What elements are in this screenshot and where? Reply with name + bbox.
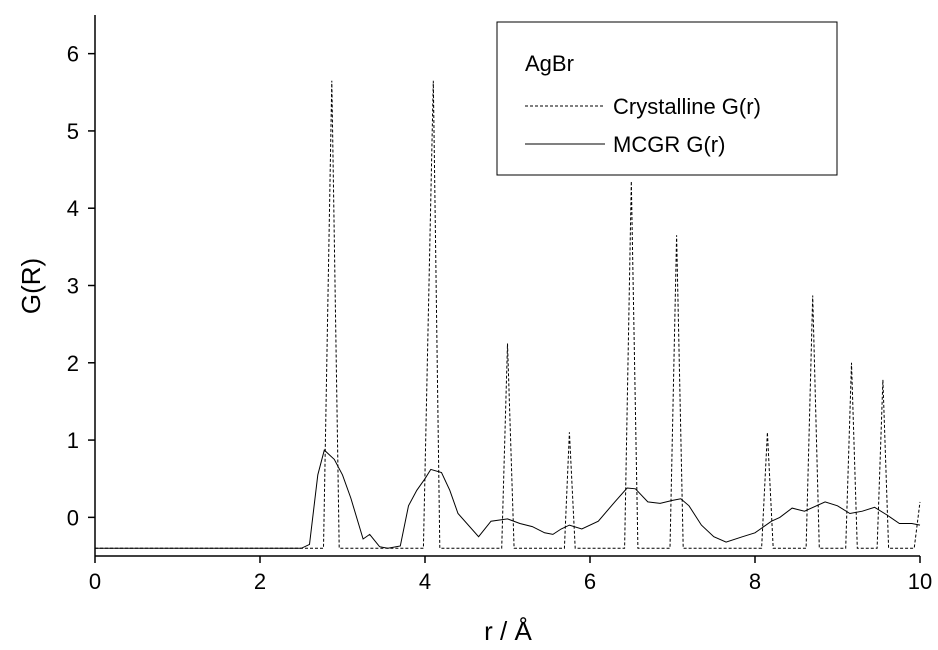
x-tick-label: 2 bbox=[254, 569, 266, 594]
y-tick-label: 6 bbox=[67, 42, 79, 67]
x-tick-label: 0 bbox=[89, 569, 101, 594]
y-tick-label: 4 bbox=[67, 196, 79, 221]
legend-title: AgBr bbox=[525, 51, 574, 76]
series-line bbox=[95, 449, 921, 549]
y-axis-label: G(R) bbox=[16, 258, 46, 314]
x-tick-label: 6 bbox=[584, 569, 596, 594]
y-tick-label: 5 bbox=[67, 119, 79, 144]
y-tick-label: 2 bbox=[67, 351, 79, 376]
legend-label: Crystalline G(r) bbox=[613, 94, 761, 119]
x-axis-label: r / Å bbox=[484, 616, 532, 645]
y-tick-label: 1 bbox=[67, 428, 79, 453]
legend-box bbox=[496, 21, 838, 176]
series-line bbox=[95, 80, 921, 549]
x-tick-label: 4 bbox=[419, 569, 431, 594]
legend-label: MCGR G(r) bbox=[613, 132, 725, 157]
x-tick-label: 8 bbox=[749, 569, 761, 594]
y-tick-label: 3 bbox=[67, 274, 79, 299]
y-tick-label: 0 bbox=[67, 505, 79, 530]
x-tick-label: 10 bbox=[908, 569, 932, 594]
